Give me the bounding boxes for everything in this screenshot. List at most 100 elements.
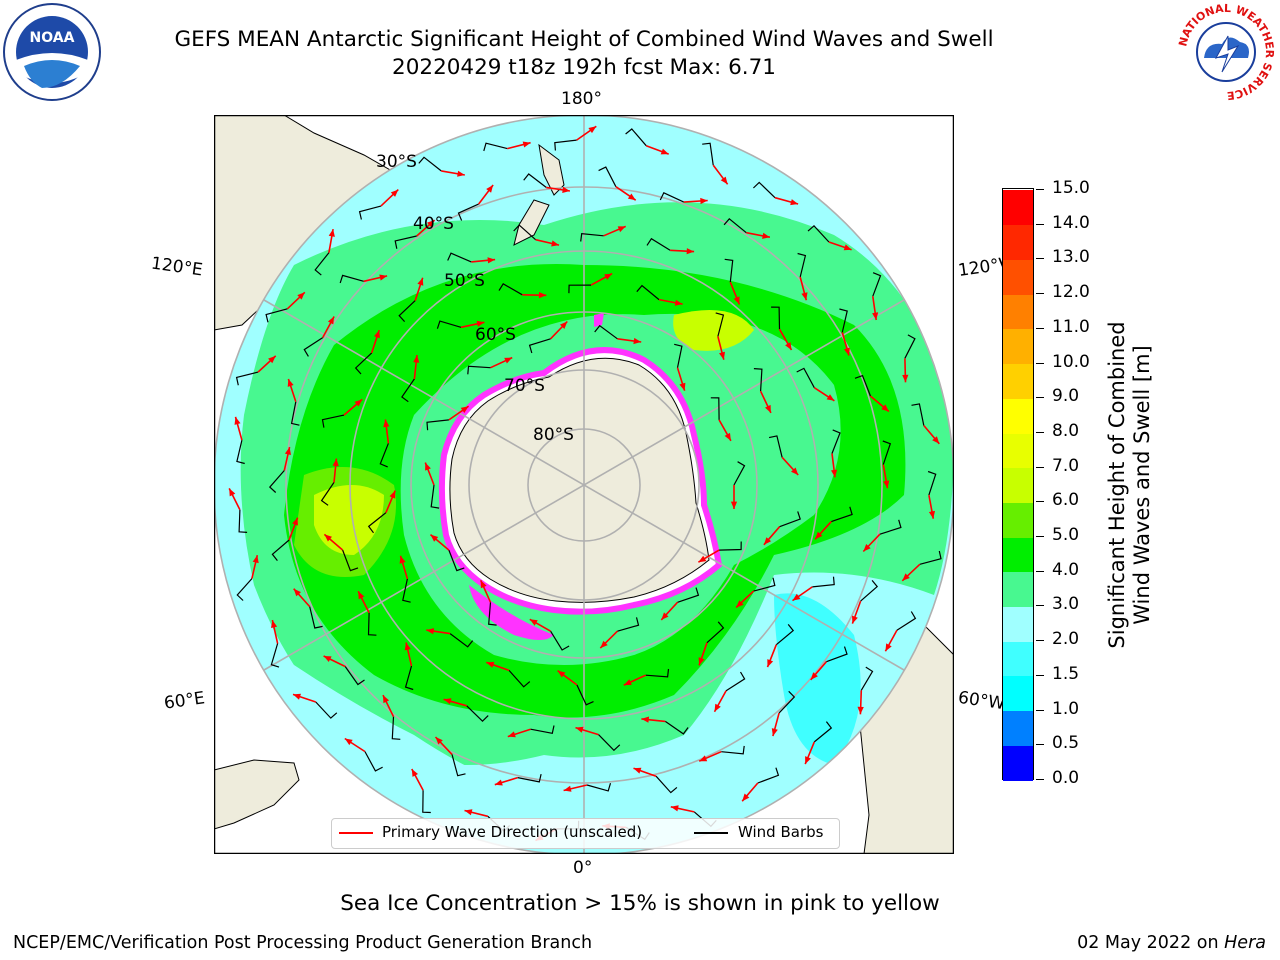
wave-direction-arrowhead <box>383 419 390 428</box>
wind-barb <box>725 671 746 692</box>
wind-barb <box>358 205 382 220</box>
wind-barb <box>655 775 678 794</box>
wind-barb <box>404 665 414 691</box>
wave-direction-arrowhead <box>843 244 852 251</box>
wind-barb <box>586 783 612 792</box>
wind-barb <box>320 482 335 506</box>
wind-barb <box>580 232 604 242</box>
wave-direction-arrowhead <box>661 612 669 620</box>
wave-direction-arrowhead <box>476 320 485 327</box>
colorbar-title-line1: Significant Height of Combined <box>1105 321 1129 649</box>
colorbar-tick-label: 1.0 <box>1052 698 1080 719</box>
colorbar-tick <box>1036 744 1044 746</box>
colorbar-tick-label: 1.5 <box>1052 663 1080 684</box>
chart-subtitle: 20220429 t18z 192h fcst Max: 6.71 <box>392 55 776 80</box>
colorbar-tick <box>1036 536 1044 538</box>
wave-direction-arrowhead <box>297 292 305 300</box>
wind-barb <box>702 142 714 166</box>
wave-direction-arrowhead <box>765 404 771 413</box>
wave-direction-arrowhead <box>327 316 335 325</box>
colorbar-tick <box>1036 501 1044 503</box>
wave-direction-arrowhead <box>374 330 380 339</box>
wind-barb <box>854 374 872 397</box>
colorbar-tick-label: 4.0 <box>1052 559 1080 580</box>
colorbar-tick <box>1036 397 1044 399</box>
wave-direction-arrowhead <box>815 531 823 540</box>
colorbar-segment <box>1003 641 1033 677</box>
wave-direction-arrowhead <box>762 232 770 239</box>
colorbar-tick <box>1036 327 1044 329</box>
wave-direction-arrowhead <box>883 480 890 489</box>
wave-direction-arrowhead <box>271 620 278 628</box>
wind-barb <box>426 419 449 431</box>
polar-map <box>214 115 954 854</box>
wave-direction-arrowhead <box>902 374 909 383</box>
wind-barb <box>436 320 462 329</box>
wave-direction-arrowhead <box>771 728 778 737</box>
wave-direction-arrowhead <box>354 399 363 407</box>
colorbar-segment <box>1003 432 1033 469</box>
wave-direction-arrowhead <box>358 591 365 600</box>
wave-direction-arrowhead <box>826 394 835 401</box>
wave-direction-arrowhead <box>730 501 738 509</box>
colorbar-tick <box>1036 779 1044 780</box>
colorbar-tick-label: 0.5 <box>1052 733 1080 754</box>
wind-barb <box>550 630 570 651</box>
wave-direction-arrowhead <box>885 643 892 652</box>
wind-barb <box>483 142 508 152</box>
wind-barb <box>344 666 365 686</box>
wind-barb <box>508 669 531 688</box>
wind-barb <box>839 308 848 333</box>
colorbar-segment <box>1003 745 1033 781</box>
wind-barb <box>778 690 796 714</box>
wind-barb <box>882 440 892 465</box>
wind-barb <box>394 235 417 249</box>
colorbar-tick-label: 0.0 <box>1052 768 1080 788</box>
wind-barb <box>268 470 285 493</box>
colorbar-tick <box>1036 189 1044 190</box>
colorbar-segment <box>1003 675 1033 712</box>
wave-direction-arrowhead <box>563 785 572 792</box>
wave-direction-arrowhead <box>742 793 750 802</box>
wind-barb <box>896 611 917 631</box>
colorbar-tick <box>1036 258 1044 260</box>
wave-direction-arrowhead <box>507 731 516 738</box>
wave-direction-arrowhead <box>660 148 669 155</box>
wind-barb <box>418 156 442 172</box>
lat-label-50s: 50°S <box>444 271 485 291</box>
colorbar-tick <box>1036 640 1044 642</box>
wind-barb <box>235 371 259 386</box>
wave-direction-arrowhead <box>427 220 435 228</box>
wind-barb <box>768 435 783 458</box>
wave-direction-arrowhead <box>344 738 353 746</box>
wind-barb <box>927 470 937 496</box>
wave-direction-arrowhead <box>390 189 399 197</box>
wave-direction-arrowhead <box>633 337 642 345</box>
colorbar-segment <box>1003 363 1033 399</box>
colorbar-tick <box>1036 293 1044 295</box>
wind-barb <box>290 401 300 426</box>
wave-direction-legend-swatch <box>339 832 373 834</box>
wave-direction-arrowhead <box>332 458 339 467</box>
wind-barb <box>724 258 734 283</box>
wind-barb <box>449 633 474 648</box>
wave-direction-arrowhead <box>810 672 818 680</box>
colorbar-segment <box>1003 328 1033 365</box>
colorbar-segment <box>1003 294 1033 330</box>
wind-barb <box>391 716 401 740</box>
wind-barb <box>659 192 685 203</box>
wave-direction-arrowhead <box>560 321 568 329</box>
wave-direction-arrowhead <box>328 229 335 237</box>
colorbar-tick-label: 14.0 <box>1052 212 1090 233</box>
wind-barb <box>677 587 700 603</box>
wave-direction-arrowhead <box>763 537 772 545</box>
wind-barb <box>664 720 689 735</box>
wave-direction-arrowhead <box>700 197 708 205</box>
footer-host: Hera <box>1224 933 1266 953</box>
wave-direction-arrowhead <box>928 510 935 519</box>
wind-barb <box>401 378 415 403</box>
wave-direction-arrowhead <box>389 490 396 499</box>
wave-direction-arrowhead <box>379 274 388 281</box>
colorbar-tick-label: 3.0 <box>1052 594 1080 615</box>
nws-logo: NATIONAL WEATHER SERVICE <box>1176 2 1276 102</box>
